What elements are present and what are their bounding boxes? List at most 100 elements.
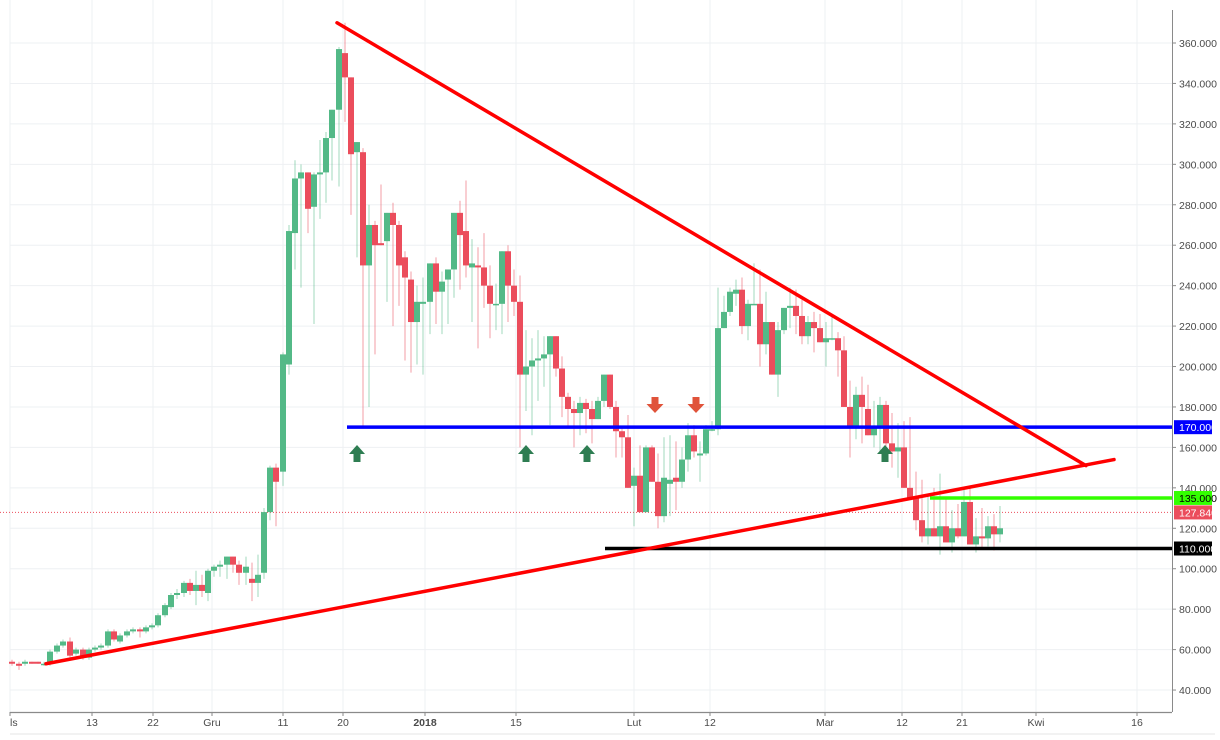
candle <box>261 508 267 579</box>
candle <box>111 629 117 642</box>
candle <box>98 643 104 650</box>
candle <box>577 396 583 436</box>
candle <box>559 356 565 418</box>
candle <box>305 172 311 234</box>
candle <box>105 629 111 648</box>
candle <box>769 322 775 375</box>
candle <box>847 380 853 458</box>
y-tick-label: 200.000 <box>1179 362 1217 374</box>
candle <box>487 265 493 339</box>
down-arrow-icon <box>687 397 705 413</box>
candle <box>143 625 149 634</box>
candle <box>378 184 384 246</box>
candle <box>224 556 230 579</box>
candle <box>547 336 553 426</box>
candle <box>733 279 739 306</box>
candle <box>673 441 679 511</box>
candle <box>384 212 390 302</box>
up-arrow-icon <box>349 445 365 462</box>
candle <box>745 299 751 341</box>
candle <box>889 413 895 468</box>
candle <box>336 47 342 187</box>
candle <box>997 506 1003 543</box>
candle <box>511 269 517 316</box>
candle <box>943 497 949 543</box>
candle <box>637 445 643 513</box>
candle <box>877 396 883 454</box>
y-tick-label: 120.000 <box>1179 523 1217 535</box>
candle <box>949 510 955 553</box>
candle <box>67 637 73 660</box>
candle <box>236 560 242 585</box>
candle <box>463 180 469 278</box>
candle <box>243 556 249 585</box>
y-tick-label: 240.000 <box>1179 281 1217 293</box>
candle <box>317 140 323 219</box>
candle <box>499 251 505 335</box>
candle <box>565 392 571 428</box>
x-tick-label: 13 <box>86 717 98 729</box>
ascending-support-trendline[interactable] <box>44 457 1116 666</box>
svg-text:170.000: 170.000 <box>1179 422 1217 434</box>
candle <box>787 287 793 329</box>
candle <box>763 291 769 355</box>
x-tick-label: 22 <box>147 717 159 729</box>
candle <box>360 148 366 428</box>
price-label-170: 170.000 <box>1174 420 1217 435</box>
candle <box>451 212 457 298</box>
x-tick-label: Lut <box>627 717 642 729</box>
descending-resistance-trendline[interactable] <box>335 21 1088 468</box>
candle <box>168 592 174 610</box>
candle <box>92 645 98 652</box>
candle <box>35 661 41 664</box>
candle <box>162 603 168 618</box>
price-label-135: 135.000 <box>1174 490 1217 505</box>
candle <box>427 263 433 335</box>
candle <box>601 374 607 407</box>
up-arrow-icon <box>877 445 893 462</box>
candle <box>505 245 511 323</box>
candle <box>607 374 613 409</box>
candle <box>529 338 535 436</box>
x-tick-label: 12 <box>704 717 716 729</box>
candle <box>408 271 414 373</box>
y-tick-label: 360.000 <box>1179 38 1217 50</box>
candle <box>481 233 487 308</box>
y-tick-label: 160.000 <box>1179 442 1217 454</box>
candle <box>54 643 60 654</box>
candle <box>955 504 961 539</box>
candle <box>661 437 667 523</box>
candle <box>420 277 426 375</box>
horizontal-levels <box>347 425 1172 551</box>
time-axis[interactable]: ls 13 22 Gru 11 20 2018 15 Lut 12 Mar 12 21 Kwi 16 <box>9 711 1215 735</box>
y-tick-label: 320.000 <box>1179 119 1217 131</box>
candle <box>817 313 823 343</box>
candle <box>354 142 360 258</box>
price-axis[interactable]: 40.00060.00080.000100.000120.000140.0001… <box>1172 10 1217 712</box>
trendlines <box>44 21 1116 666</box>
price-label-110: 110.000 <box>1174 541 1216 556</box>
candle <box>323 131 329 203</box>
candle <box>721 295 727 329</box>
candle <box>445 269 451 325</box>
candle <box>205 568 211 602</box>
candle <box>29 661 35 664</box>
candle <box>901 421 907 488</box>
candle <box>475 247 481 349</box>
candle <box>124 629 130 638</box>
candle <box>396 220 402 306</box>
candle <box>805 315 811 345</box>
candle <box>137 627 143 638</box>
candle <box>811 311 817 353</box>
candle <box>655 453 661 529</box>
candle <box>913 471 919 531</box>
x-tick-label: Kwi <box>1028 717 1045 729</box>
candle <box>589 400 595 444</box>
candle <box>727 287 733 316</box>
candle <box>859 376 865 444</box>
candle <box>230 556 236 573</box>
chart-grid <box>0 0 1172 712</box>
candle <box>73 647 79 656</box>
candle <box>925 495 931 545</box>
